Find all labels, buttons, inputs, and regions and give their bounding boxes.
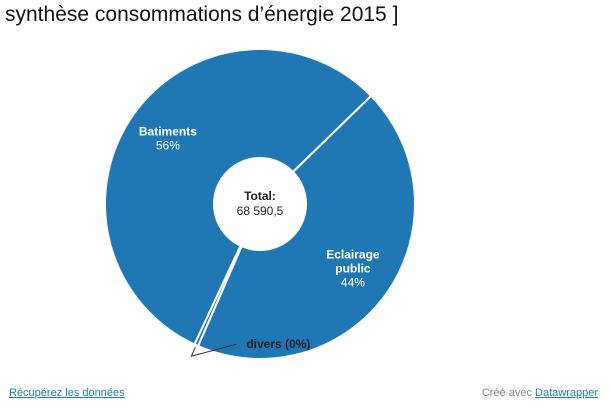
pie-slice-eclairage-public [196, 94, 416, 360]
download-data-link[interactable]: Récupérez les données [9, 387, 125, 399]
leader-line [190, 343, 237, 357]
slice-label-divers: divers (0%) [246, 337, 310, 351]
slice-name-label: Eclairage [326, 247, 380, 261]
center-total-value: 68 590,5 [237, 204, 284, 218]
datawrapper-link[interactable]: Datawrapper [535, 387, 598, 399]
center-total-label: Total: [244, 189, 276, 203]
credit-prefix: Créé avec [481, 387, 536, 399]
chart-title: synthèse consommations d’énergie 2015 ] [5, 3, 399, 26]
slice-name-label: public [335, 261, 371, 275]
slice-percent-label: 56% [156, 139, 180, 153]
donut-hole [213, 157, 307, 251]
slice-name-label: Batiments [139, 125, 197, 139]
credit-text: Créé avec Datawrapper [482, 387, 598, 399]
slice-percent-label: 44% [341, 275, 365, 289]
